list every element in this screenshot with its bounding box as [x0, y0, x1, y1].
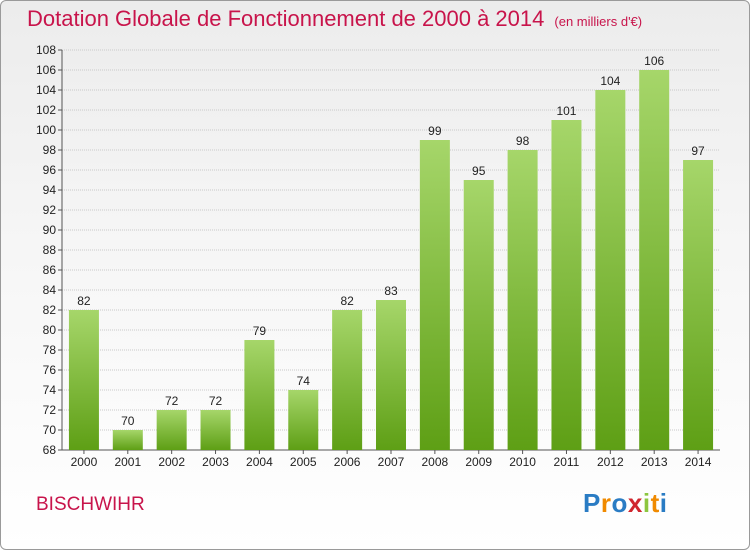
y-tick-label: 106 [36, 63, 56, 77]
y-tick-label: 108 [36, 43, 56, 57]
x-tick-label: 2007 [378, 455, 405, 469]
y-tick-label: 78 [43, 343, 57, 357]
chart-title-text: Dotation Globale de Fonctionnement de 20… [27, 6, 545, 31]
bar [683, 160, 714, 450]
logo-letter: t [650, 488, 660, 518]
bar-value-label: 101 [556, 104, 576, 118]
bar-value-label: 79 [253, 324, 267, 338]
y-tick-label: 80 [43, 323, 57, 337]
y-tick-label: 72 [43, 403, 57, 417]
bar [551, 120, 582, 450]
bar-value-label: 98 [516, 134, 530, 148]
y-tick-label: 96 [43, 163, 57, 177]
y-tick-label: 104 [36, 83, 56, 97]
logo-letter: P [583, 488, 601, 518]
x-tick-label: 2004 [246, 455, 273, 469]
y-tick-label: 98 [43, 143, 57, 157]
logo-letter: i [642, 488, 651, 518]
bar [419, 140, 450, 450]
bar [156, 410, 187, 450]
bar [244, 340, 275, 450]
x-tick-label: 2001 [114, 455, 141, 469]
x-tick-label: 2000 [71, 455, 98, 469]
bar-value-label: 95 [472, 164, 486, 178]
x-tick-label: 2012 [597, 455, 624, 469]
x-tick-label: 2005 [290, 455, 317, 469]
bar-value-label: 104 [600, 74, 620, 88]
logo-letter: i [659, 488, 668, 518]
bar [639, 70, 670, 450]
x-tick-label: 2013 [641, 455, 668, 469]
x-tick-label: 2003 [202, 455, 229, 469]
y-tick-label: 88 [43, 243, 57, 257]
y-tick-label: 68 [43, 443, 57, 457]
bar-value-label: 70 [121, 414, 135, 428]
y-tick-label: 76 [43, 363, 57, 377]
bar [288, 390, 319, 450]
logo-letter: r [600, 488, 612, 518]
x-tick-label: 2010 [509, 455, 536, 469]
logo-letter: o [611, 488, 628, 518]
bar-value-label: 82 [77, 294, 91, 308]
bar-value-label: 74 [297, 374, 311, 388]
bar-value-label: 106 [644, 54, 664, 68]
proxiti-logo: Proxiti [583, 488, 667, 519]
x-tick-label: 2008 [422, 455, 449, 469]
bar-value-label: 82 [340, 294, 354, 308]
y-tick-label: 90 [43, 223, 57, 237]
bar [507, 150, 538, 450]
chart-title: Dotation Globale de Fonctionnement de 20… [27, 6, 642, 32]
bar [112, 430, 143, 450]
bar [332, 310, 363, 450]
bar [68, 310, 99, 450]
y-tick-label: 92 [43, 203, 57, 217]
x-tick-label: 2011 [554, 455, 580, 469]
y-tick-label: 94 [43, 183, 57, 197]
y-tick-label: 70 [43, 423, 57, 437]
bar [463, 180, 494, 450]
y-tick-label: 100 [36, 123, 56, 137]
bar-value-label: 97 [691, 144, 705, 158]
logo-letter: x [627, 488, 643, 518]
y-tick-label: 102 [36, 103, 56, 117]
x-tick-label: 2009 [465, 455, 492, 469]
y-tick-label: 86 [43, 263, 57, 277]
x-tick-label: 2002 [158, 455, 185, 469]
x-tick-label: 2014 [685, 455, 712, 469]
y-tick-label: 74 [43, 383, 57, 397]
y-tick-label: 84 [43, 283, 57, 297]
bar-value-label: 99 [428, 124, 442, 138]
bar-value-label: 72 [209, 394, 223, 408]
bar [376, 300, 406, 450]
bar-value-label: 72 [165, 394, 179, 408]
bar [200, 410, 231, 450]
y-tick-label: 82 [43, 303, 57, 317]
bar [595, 90, 626, 450]
chart-unit: (en milliers d'€) [554, 14, 643, 29]
bar-value-label: 83 [384, 284, 398, 298]
commune-name: BISCHWIHR [36, 494, 145, 515]
x-tick-label: 2006 [334, 455, 361, 469]
